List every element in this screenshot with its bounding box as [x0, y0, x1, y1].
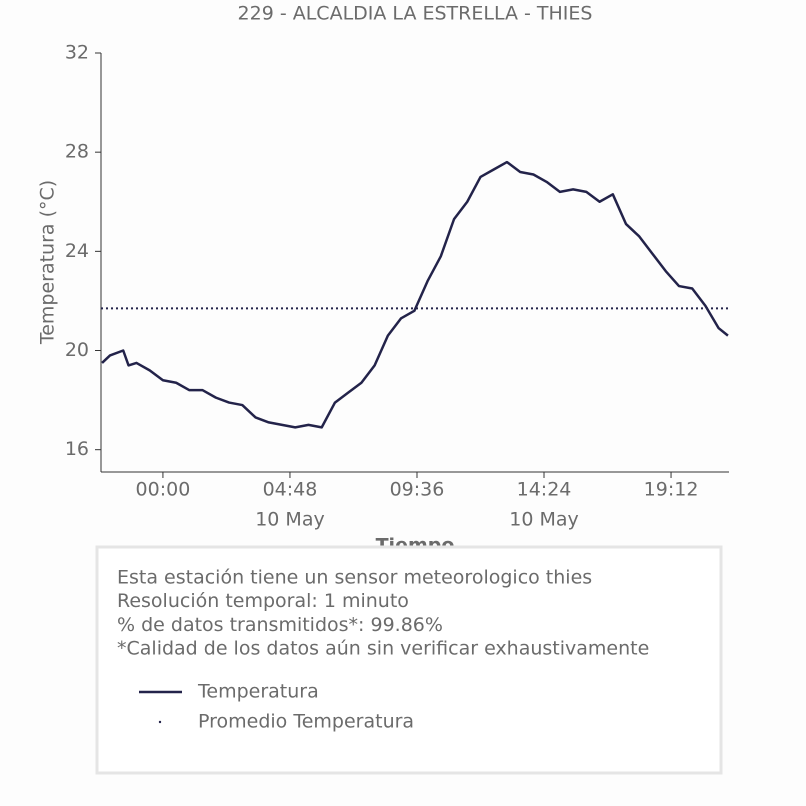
x-tick-date: 10 May	[255, 509, 325, 531]
y-tick-label: 24	[65, 240, 89, 262]
legend-label: Temperatura	[197, 681, 319, 703]
x-tick-date: 10 May	[509, 509, 579, 531]
y-tick-label: 16	[65, 438, 89, 460]
x-tick-label: 19:12	[644, 479, 699, 501]
legend-label: Promedio Temperatura	[198, 711, 414, 733]
x-tick-label: 09:36	[390, 479, 445, 501]
x-tick-label: 14:24	[517, 479, 572, 501]
info-note: Resolución temporal: 1 minuto	[117, 590, 409, 612]
x-tick-label: 00:00	[136, 479, 191, 501]
chart-title: 229 - ALCALDIA LA ESTRELLA - THIES	[238, 3, 593, 25]
y-tick-label: 28	[65, 141, 89, 163]
series-line	[101, 160, 729, 429]
y-tick-label: 32	[65, 42, 89, 64]
x-tick-label: 04:48	[263, 479, 318, 501]
y-axis-label: Temperatura (°C)	[37, 180, 59, 345]
info-note: % de datos transmitidos*: 99.86%	[117, 614, 443, 636]
info-box	[95, 545, 723, 775]
y-tick-label: 20	[65, 339, 89, 361]
legend-dot	[158, 720, 162, 724]
info-note: *Calidad de los datos aún sin verificar …	[117, 638, 649, 660]
info-note: Esta estación tiene un sensor meteorolog…	[117, 567, 592, 589]
